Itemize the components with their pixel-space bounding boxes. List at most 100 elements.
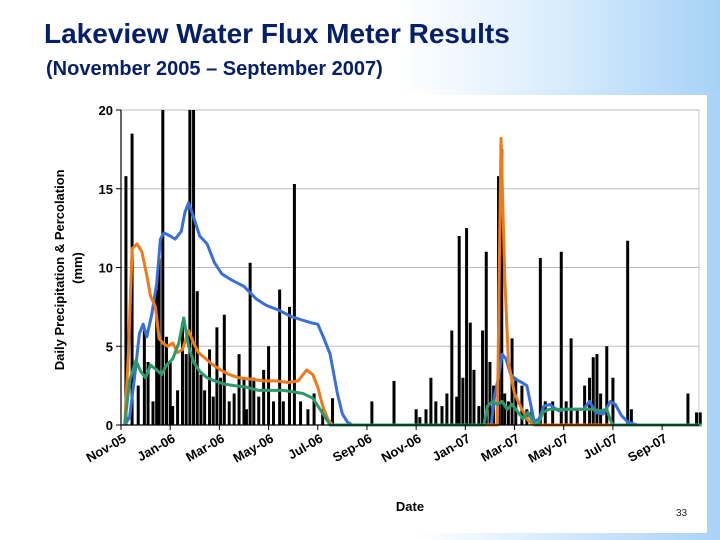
y-axis-title: Daily Precipitation & Percolation (mm) [52, 166, 85, 370]
precipitation-bar [488, 362, 492, 425]
precipitation-bar [434, 401, 438, 425]
precipitation-bar [171, 406, 175, 425]
precipitation-bar [292, 184, 296, 425]
precipitation-bar [484, 251, 488, 425]
precipitation-bar [424, 409, 428, 425]
precipitation-bar [257, 396, 261, 425]
precipitation-bar [165, 336, 169, 425]
precipitation-bar [232, 393, 236, 425]
precipitation-bar [306, 409, 310, 425]
precipitation-bar [248, 262, 252, 425]
precipitation-bar [267, 346, 271, 425]
precipitation-bar [208, 349, 212, 425]
precipitation-bar [543, 401, 547, 425]
precipitation-bar [168, 362, 172, 425]
precipitation-bar [468, 322, 472, 425]
precipitation-bar [629, 409, 633, 425]
y-tick-label: 0 [106, 418, 113, 433]
precipitation-bar [192, 110, 196, 425]
precipitation-bar [146, 362, 150, 425]
y-tick-label: 10 [99, 261, 113, 276]
x-tick-label: Mar-07 [478, 431, 522, 465]
precipitation-bar [227, 401, 231, 425]
precipitation-bar [477, 406, 481, 425]
precipitation-bar [599, 393, 603, 425]
precipitation-bar [506, 401, 510, 425]
precipitation-bar [184, 354, 188, 425]
precipitation-bar [591, 357, 595, 425]
precipitation-bar [538, 258, 542, 425]
precipitation-bar [161, 110, 165, 425]
precipitation-bar [569, 338, 573, 425]
slide-subtitle: (November 2005 – September 2007) [46, 58, 383, 80]
precipitation-bar [136, 385, 140, 425]
precipitation-bar [287, 306, 291, 425]
precipitation-bar [564, 401, 568, 425]
precipitation-bar [199, 374, 203, 425]
precipitation-bar [370, 401, 374, 425]
x-tick-label: Jul-06 [285, 431, 325, 463]
precipitation-bar [465, 228, 469, 425]
precipitation-bar [595, 354, 599, 425]
precipitation-bar [203, 390, 207, 425]
y-tick-label: 20 [99, 103, 113, 118]
slide-title: Lakeview Water Flux Meter Results [44, 18, 510, 49]
precipitation-bar [188, 110, 192, 425]
precipitation-bar [503, 393, 507, 425]
precipitation-bar [450, 330, 454, 425]
precipitation-bar [461, 377, 465, 425]
precipitation-bar [440, 406, 444, 425]
precipitation-bar [244, 409, 248, 425]
x-tick-label: Nov-06 [379, 431, 424, 466]
precipitation-bar [157, 258, 161, 425]
precipitation-bar [262, 369, 266, 425]
precipitation-bar [392, 380, 396, 425]
precipitation-bar [211, 396, 215, 425]
precipitation-bar [219, 377, 223, 425]
precipitation-bar [686, 393, 690, 425]
page-number: 33 [676, 508, 688, 519]
x-axis-title: Date [396, 499, 424, 514]
precipitation-bar [242, 377, 246, 425]
precipitation-bar [551, 401, 555, 425]
precipitation-bar [457, 236, 461, 425]
precipitation-bar [331, 398, 335, 425]
precipitation-bar [472, 369, 476, 425]
x-tick-label: May-07 [526, 431, 572, 466]
precipitation-bar [605, 346, 609, 425]
precipitation-bar [455, 396, 459, 425]
precipitation-bar [559, 251, 563, 425]
percolation-series-line [123, 316, 702, 427]
x-tick-label: Jan-06 [135, 431, 178, 465]
x-tick-label: May-06 [230, 431, 276, 466]
precipitation-bar [575, 409, 579, 425]
precipitation-bar [418, 417, 422, 425]
x-tick-label: Nov-05 [83, 431, 128, 466]
precipitation-bar [626, 240, 630, 425]
precipitation-bar [500, 149, 504, 425]
percolation-series-line [123, 136, 702, 427]
x-tick-label: Sep-06 [330, 431, 374, 465]
title-band [0, 0, 720, 90]
precipitation-bar [520, 385, 524, 425]
precipitation-bar [445, 393, 449, 425]
precipitation-bar [695, 412, 699, 425]
precipitation-bar [414, 409, 418, 425]
precipitation-bar [252, 377, 256, 425]
x-tick-label: Mar-06 [183, 431, 227, 465]
precipitation-bar [321, 409, 325, 425]
precipitation-bar [281, 401, 285, 425]
precipitation-bar [698, 412, 702, 425]
precipitation-bar [180, 322, 184, 425]
precipitation-bar [215, 327, 219, 425]
precipitation-bar [312, 393, 316, 425]
x-tick-label: Sep-07 [625, 431, 669, 465]
precipitation-bar [237, 354, 241, 425]
precipitation-bar [151, 401, 155, 425]
precipitation-bar [124, 176, 128, 425]
y-tick-label: 5 [106, 339, 113, 354]
precipitation-bar [271, 401, 275, 425]
precipitation-bar [299, 401, 303, 425]
precipitation-bar [514, 377, 518, 425]
